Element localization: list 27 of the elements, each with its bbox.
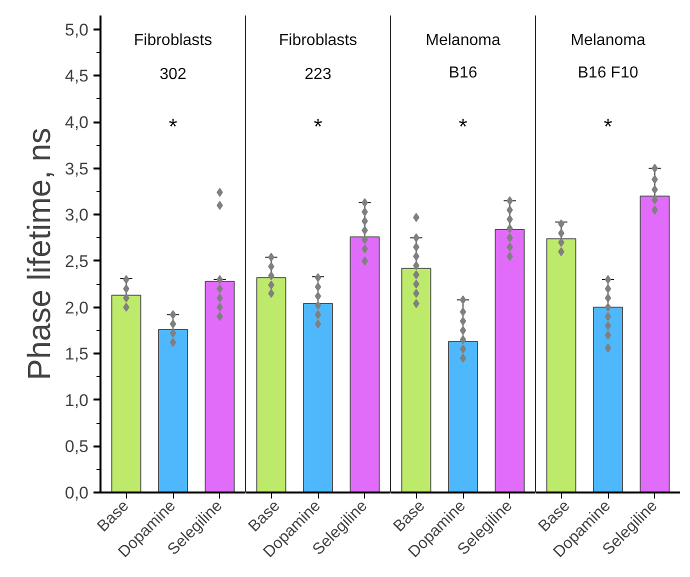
y-tick-label: 4,0 [64, 113, 89, 132]
text: Melanoma [570, 32, 646, 50]
y-tick-label: 1,5 [64, 344, 89, 364]
bar [111, 294, 142, 492]
text: Fibroblasts [134, 32, 212, 50]
bar [204, 280, 235, 492]
y-tick-label: 3,5 [64, 159, 89, 178]
text: Fibroblasts [278, 32, 358, 50]
annotation: * [168, 114, 178, 140]
text: 223 [304, 66, 332, 83]
text: B16 [448, 64, 478, 82]
y-tick-label: 1,0 [64, 390, 89, 410]
text: B16 F10 [578, 64, 638, 82]
text: Melanoma [426, 32, 500, 50]
y-tick-label: 0,5 [64, 437, 89, 456]
y-tick-label: 3,0 [64, 206, 89, 225]
y-tick-label: 2,0 [64, 298, 89, 318]
annotation: * [604, 114, 613, 140]
y-tick-label: 5,0 [64, 20, 89, 40]
y-axis-title: Phase lifetime, ns [20, 128, 57, 380]
text: 302 [160, 66, 186, 83]
bar [158, 328, 188, 492]
annotation: * [314, 114, 323, 140]
y-tick-label: 0,0 [64, 484, 89, 502]
y-tick-label: 2,5 [64, 252, 89, 271]
y-tick-label: 4,5 [64, 66, 89, 86]
annotation: * [458, 114, 468, 140]
